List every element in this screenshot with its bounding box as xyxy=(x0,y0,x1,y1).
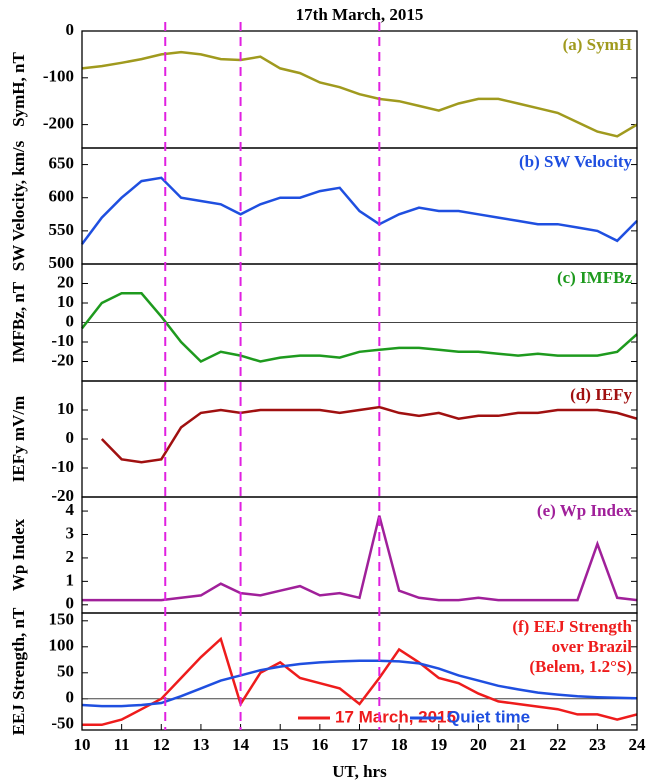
y-tick-label: 50 xyxy=(57,662,74,681)
x-tick-label: 18 xyxy=(391,735,408,754)
y-axis-label: EEJ Strength, nT xyxy=(9,607,28,735)
y-axis-label: SW Velocity, km/s xyxy=(9,140,28,271)
legend-label: 17 March, 2015 xyxy=(335,707,456,726)
y-tick-label: 500 xyxy=(49,253,75,272)
annotation: (b) SW Velocity xyxy=(519,152,633,171)
data-line xyxy=(82,636,638,727)
y-tick-label: 100 xyxy=(49,636,75,655)
y-tick-label: 0 xyxy=(66,311,75,330)
y-tick-label: 0 xyxy=(66,594,75,613)
x-tick-label: 11 xyxy=(114,735,130,754)
data-line xyxy=(81,659,638,708)
x-tick-label: 15 xyxy=(272,735,289,754)
x-tick-label: 24 xyxy=(629,735,647,754)
x-tick-label: 23 xyxy=(589,735,606,754)
y-tick-label: 550 xyxy=(49,220,75,239)
annotation: over Brazil xyxy=(552,637,633,656)
x-tick-label: 22 xyxy=(549,735,566,754)
x-tick-label: 19 xyxy=(430,735,447,754)
y-tick-label: 4 xyxy=(66,500,75,519)
x-tick-label: 14 xyxy=(232,735,250,754)
annotation: (c) IMFBz xyxy=(557,268,633,287)
x-tick-label: 20 xyxy=(470,735,487,754)
annotation: (a) SymH xyxy=(563,35,632,54)
y-tick-label: -20 xyxy=(51,486,74,505)
data-line xyxy=(100,405,638,464)
annotation: (f) EEJ Strength xyxy=(512,617,632,636)
annotation: (Belem, 1.2°S) xyxy=(529,657,632,676)
y-tick-label: -200 xyxy=(43,114,74,133)
data-line xyxy=(81,50,638,138)
x-tick-label: 16 xyxy=(311,735,328,754)
x-tick-label: 13 xyxy=(192,735,209,754)
legend-label: Quiet time xyxy=(447,707,530,726)
y-tick-label: -20 xyxy=(51,350,74,369)
data-line xyxy=(81,292,638,364)
y-axis-label: SymH, nT xyxy=(9,52,28,127)
chart-title: 17th March, 2015 xyxy=(296,5,424,24)
y-axis-label: Wp Index xyxy=(9,518,28,591)
y-tick-label: -50 xyxy=(51,714,74,733)
x-tick-label: 10 xyxy=(74,735,91,754)
x-tick-label: 21 xyxy=(510,735,527,754)
y-tick-label: 3 xyxy=(66,523,75,542)
y-axis-label: IMFBz, nT xyxy=(9,281,28,363)
y-tick-label: 20 xyxy=(57,272,74,291)
y-tick-label: -10 xyxy=(51,331,74,350)
y-tick-label: 650 xyxy=(49,153,75,172)
y-tick-label: 0 xyxy=(66,688,75,707)
annotation: (d) IEFy xyxy=(570,385,632,404)
y-tick-label: -100 xyxy=(43,67,74,86)
data-line xyxy=(82,515,638,602)
x-tick-label: 12 xyxy=(153,735,170,754)
x-axis-label: UT, hrs xyxy=(332,762,387,781)
y-tick-label: 1 xyxy=(66,570,75,589)
annotation: (e) Wp Index xyxy=(537,501,633,520)
y-tick-label: 10 xyxy=(57,292,74,311)
y-tick-label: 10 xyxy=(57,399,74,418)
y-tick-label: -10 xyxy=(51,457,74,476)
y-tick-label: 0 xyxy=(66,428,75,447)
y-tick-label: 0 xyxy=(66,20,75,39)
y-tick-label: 600 xyxy=(49,187,75,206)
y-tick-label: 150 xyxy=(49,610,75,629)
data-line xyxy=(80,176,638,245)
y-tick-label: 2 xyxy=(66,547,75,566)
y-axis-label: IEFy mV/m xyxy=(9,396,28,482)
x-tick-label: 17 xyxy=(351,735,369,754)
